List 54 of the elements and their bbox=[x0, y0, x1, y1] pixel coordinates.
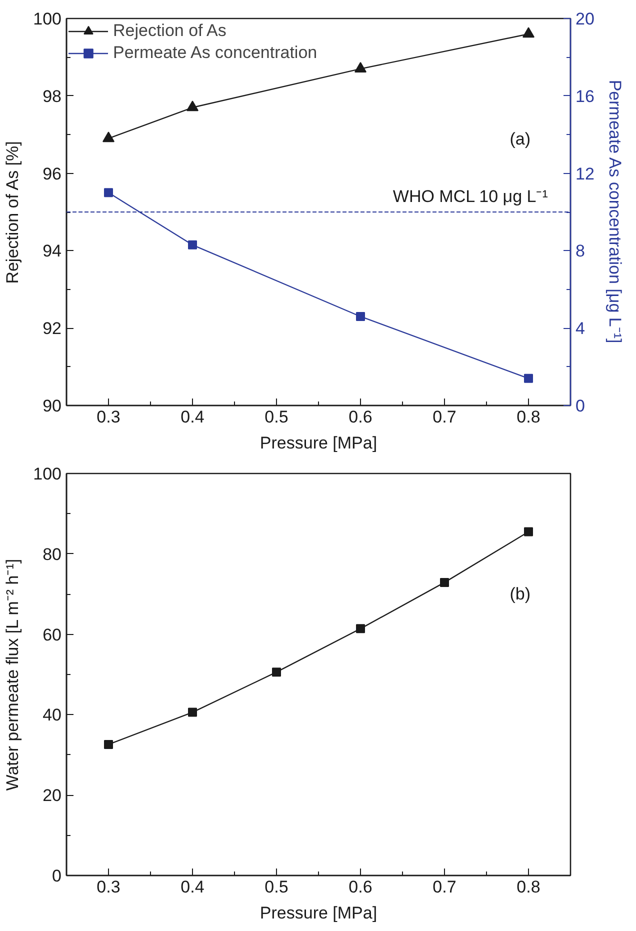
point bbox=[104, 188, 113, 198]
point bbox=[524, 527, 533, 536]
x-tick-label: 0.5 bbox=[264, 878, 288, 896]
x-tick-label: 0.5 bbox=[264, 408, 288, 426]
y-tick-label: 0 bbox=[52, 866, 62, 886]
y2-axis-title: Permeate As concentration [μg L⁻¹] bbox=[605, 80, 624, 344]
y-tick-label: 98 bbox=[42, 86, 62, 106]
point bbox=[188, 240, 197, 250]
y2-tick-label: 16 bbox=[576, 86, 594, 106]
y-tick-label: 100 bbox=[33, 464, 62, 484]
x-tick-label: 0.4 bbox=[180, 408, 204, 426]
point bbox=[104, 740, 113, 749]
point bbox=[102, 132, 114, 142]
ref-line-label: WHO MCL 10 μg L⁻¹ bbox=[392, 187, 548, 206]
y-tick-label: 60 bbox=[42, 625, 62, 644]
y-tick-label: 80 bbox=[42, 544, 62, 564]
y2-tick-label: 8 bbox=[576, 242, 585, 261]
annotation: (a) bbox=[510, 130, 531, 148]
y-tick-label: 100 bbox=[33, 10, 62, 28]
y-axis-title: Water permeate flux [L m⁻² h⁻¹] bbox=[3, 558, 22, 791]
y-tick-label: 94 bbox=[42, 242, 62, 261]
x-tick-label: 0.7 bbox=[432, 408, 456, 426]
y2-tick-label: 4 bbox=[576, 319, 585, 338]
annotation: (b) bbox=[510, 584, 531, 604]
x-tick-label: 0.7 bbox=[432, 878, 456, 896]
point bbox=[354, 62, 366, 72]
y-axis-title: Rejection of As [%] bbox=[3, 141, 22, 284]
y-tick-label: 92 bbox=[42, 319, 62, 338]
point bbox=[524, 374, 533, 383]
x-tick-label: 0.3 bbox=[96, 878, 120, 896]
x-axis-title: Pressure [MPa] bbox=[260, 434, 378, 452]
y-tick-label: 20 bbox=[42, 786, 62, 806]
point bbox=[188, 708, 197, 717]
legend-label: Rejection of As bbox=[113, 20, 226, 42]
point bbox=[272, 668, 281, 677]
x-tick-label: 0.6 bbox=[348, 408, 372, 426]
point bbox=[440, 578, 449, 587]
point bbox=[522, 27, 534, 38]
x-tick-label: 0.6 bbox=[348, 878, 372, 896]
point bbox=[356, 312, 365, 321]
y2-tick-label: 0 bbox=[576, 396, 585, 416]
y2-tick-label: 20 bbox=[576, 10, 594, 28]
point bbox=[356, 624, 365, 634]
point bbox=[186, 100, 198, 112]
x-tick-label: 0.4 bbox=[180, 878, 204, 896]
y-tick-label: 90 bbox=[42, 396, 62, 416]
x-tick-label: 0.8 bbox=[516, 408, 540, 426]
y2-tick-label: 12 bbox=[576, 164, 594, 184]
x-tick-label: 0.3 bbox=[96, 408, 120, 426]
legend-label: Permeate As concentration bbox=[113, 42, 318, 64]
y-tick-label: 40 bbox=[42, 706, 62, 725]
x-axis-title: Pressure [MPa] bbox=[260, 904, 378, 922]
y-tick-label: 96 bbox=[42, 164, 62, 184]
x-tick-label: 0.8 bbox=[516, 878, 540, 896]
